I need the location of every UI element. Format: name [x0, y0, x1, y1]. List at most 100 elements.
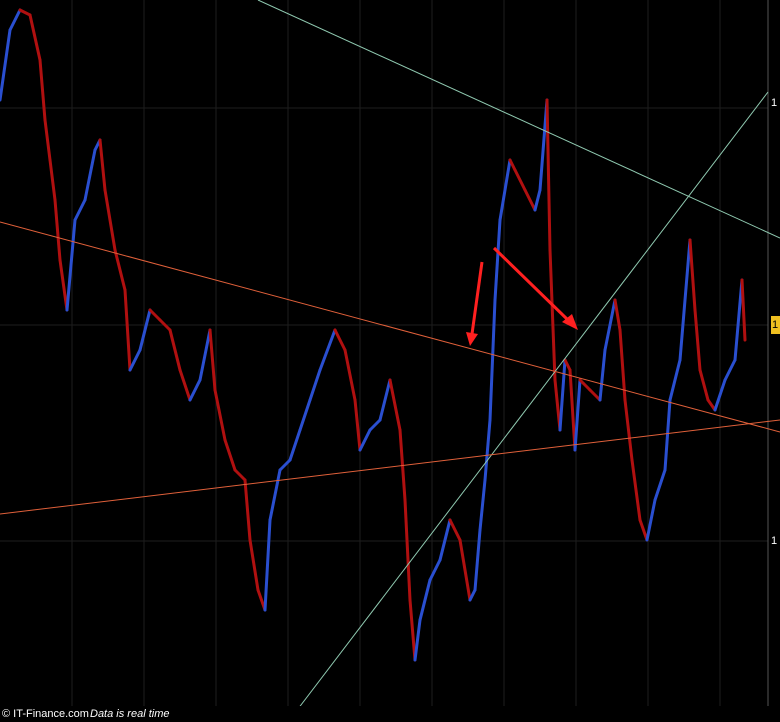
price-segment	[278, 458, 292, 472]
price-segment	[408, 598, 417, 662]
price-segment	[158, 318, 172, 332]
price-segment	[438, 518, 452, 562]
price-segment	[288, 428, 302, 462]
price-segment	[0, 28, 12, 102]
price-segment	[213, 388, 227, 442]
price-segment	[488, 298, 497, 422]
price-segment	[43, 118, 52, 162]
price-segment	[28, 13, 42, 62]
price-segment	[318, 328, 337, 372]
status: Data is real time	[90, 708, 169, 720]
price-segment	[473, 528, 482, 592]
price-segment	[178, 368, 192, 402]
price-segment	[740, 278, 747, 342]
axis-label: 1	[771, 97, 777, 109]
price-segment	[558, 358, 567, 432]
price-segment	[248, 538, 260, 592]
price-tag	[771, 316, 780, 334]
price-segment	[113, 248, 127, 292]
price-segment	[353, 398, 362, 452]
price-segment	[523, 188, 537, 212]
footer	[0, 706, 780, 722]
price-segment	[48, 158, 57, 202]
price-segment	[58, 258, 69, 312]
price-segment	[98, 138, 107, 192]
price-segment	[208, 328, 217, 392]
price-segment	[630, 458, 642, 522]
price-segment	[53, 198, 62, 262]
price-segment	[483, 418, 492, 482]
price-segment	[678, 238, 692, 362]
price-segment	[188, 378, 202, 402]
price-segment	[403, 498, 412, 602]
price-segment	[298, 398, 312, 432]
price-segment	[693, 308, 702, 372]
price-segment	[733, 278, 744, 362]
price-segment	[588, 388, 602, 402]
price-segment	[618, 328, 627, 402]
price-segment	[358, 428, 372, 452]
price-segment	[663, 398, 672, 472]
price-segment	[18, 8, 32, 17]
price-segment	[413, 618, 422, 662]
price-segment	[568, 368, 577, 452]
copyright: © IT-Finance.com	[2, 708, 89, 720]
price-segment	[418, 578, 432, 622]
price-segment	[548, 248, 557, 382]
arrow	[470, 261, 484, 335]
trendline	[287, 91, 769, 722]
trendline	[0, 419, 780, 515]
price-segment	[513, 168, 527, 192]
price-segment	[148, 308, 162, 322]
price-segment	[138, 308, 152, 352]
price-segment	[198, 328, 212, 382]
price-segment	[123, 288, 132, 372]
trendline	[0, 221, 780, 433]
price-segment	[613, 298, 622, 332]
trendline	[257, 0, 780, 239]
price-segment	[223, 438, 237, 472]
price-segment	[468, 588, 477, 602]
price-segment	[168, 328, 182, 372]
price-segment	[563, 358, 572, 372]
price-segment	[333, 328, 347, 352]
price-segment	[478, 478, 487, 532]
price-segment	[498, 158, 512, 222]
arrows	[466, 246, 578, 346]
price-segment	[638, 518, 649, 542]
price-segment	[706, 398, 717, 412]
price-segment	[65, 218, 77, 312]
price-segment	[493, 218, 502, 302]
price-segment	[668, 358, 682, 402]
price-segment	[448, 518, 462, 542]
price-segment	[578, 378, 592, 392]
price-segment	[128, 348, 142, 372]
price-series	[0, 8, 747, 662]
price-segment	[713, 378, 727, 412]
price-segment	[698, 368, 710, 402]
price-segment	[723, 358, 737, 382]
price-segment	[263, 518, 272, 612]
price-segment	[458, 538, 472, 602]
price-segment	[545, 98, 552, 252]
price-segment	[388, 378, 402, 432]
price-segment	[598, 348, 607, 402]
price-segment	[268, 468, 282, 522]
price-segment	[378, 378, 392, 422]
price-segment	[73, 198, 87, 222]
price-segment	[243, 478, 252, 542]
price-segment	[428, 558, 442, 582]
price-segment	[688, 238, 697, 312]
price-segment	[38, 58, 47, 122]
axis-label: 1	[771, 535, 777, 547]
price-segment	[645, 498, 657, 542]
price-segment	[233, 468, 247, 482]
price-tag-label: 1	[772, 319, 778, 331]
price-segment	[343, 348, 357, 402]
grid	[0, 0, 769, 706]
price-segment	[103, 188, 117, 252]
arrow	[492, 246, 570, 322]
